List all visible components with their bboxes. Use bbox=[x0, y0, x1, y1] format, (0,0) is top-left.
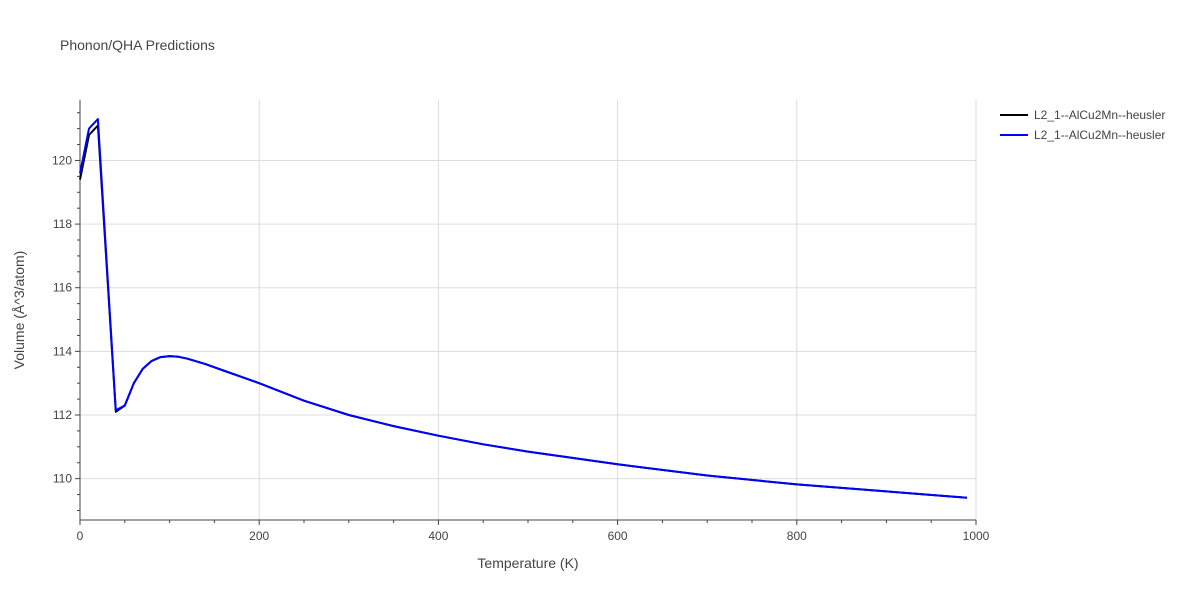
y-tick-label: 118 bbox=[53, 217, 72, 231]
y-tick-label: 116 bbox=[53, 281, 72, 295]
x-tick-label: 0 bbox=[77, 529, 84, 543]
y-tick-label: 114 bbox=[53, 344, 72, 358]
x-tick-label: 400 bbox=[428, 529, 448, 543]
series-line-2 bbox=[79, 118, 968, 499]
series-group bbox=[79, 118, 968, 499]
legend-label-2: L2_1--AlCu2Mn--heusler bbox=[1034, 128, 1165, 142]
x-tick-label: 1000 bbox=[963, 529, 990, 543]
y-tick-label: 120 bbox=[52, 153, 72, 167]
axes: 0 200 400 600 800 1000 110 112 114 116 118 120 bbox=[52, 100, 990, 543]
x-axis-label: Temperature (K) bbox=[477, 555, 578, 571]
x-tick-label: 600 bbox=[608, 529, 628, 543]
x-tick-label: 200 bbox=[249, 529, 269, 543]
y-tick-label: 110 bbox=[53, 472, 72, 486]
y-tick-label: 112 bbox=[53, 408, 72, 422]
y-axis-label: Volume (Å^3/atom) bbox=[11, 251, 27, 370]
x-tick-label: 800 bbox=[787, 529, 807, 543]
legend-label-1: L2_1--AlCu2Mn--heusler bbox=[1034, 108, 1165, 122]
chart-title: Phonon/QHA Predictions bbox=[60, 37, 215, 53]
grid bbox=[80, 100, 977, 520]
legend[interactable]: L2_1--AlCu2Mn--heusler L2_1--AlCu2Mn--heu… bbox=[1000, 108, 1165, 142]
series-line-1 bbox=[79, 124, 968, 499]
